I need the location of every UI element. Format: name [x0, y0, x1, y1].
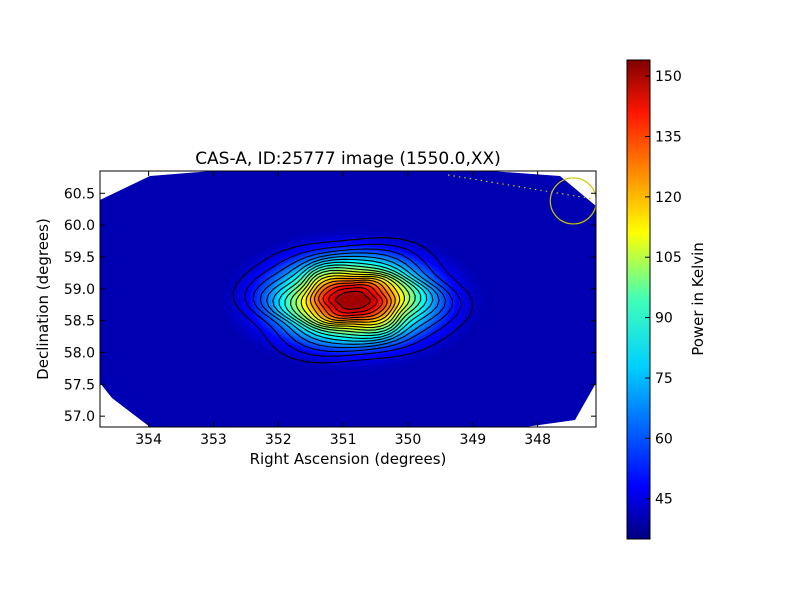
- contour-line: [232, 237, 474, 364]
- colorbar-tick-label: 45: [655, 492, 673, 508]
- y-axis: 57.0 57.5 58.0 58.5 59.0 59.5 60.0 60.5: [64, 186, 596, 425]
- y-tick-label: 58.0: [64, 345, 95, 361]
- x-tick-label: 351: [330, 432, 357, 448]
- overlay-layer: [447, 174, 596, 225]
- colorbar: 45 60 75 90 105 120 135 150 Power in Kelvin: [626, 59, 707, 540]
- colorbar-ticks: 45 60 75 90 105 120 135 150: [645, 69, 682, 508]
- heatmap-layer: [100, 171, 596, 427]
- colorbar-tick-label: 135: [655, 129, 682, 145]
- heatmap-band: [339, 293, 367, 308]
- contour-line: [300, 272, 405, 329]
- contour-line: [314, 279, 392, 321]
- y-tick-label: 59.5: [64, 250, 95, 266]
- y-axis-label: Declination (degrees): [34, 218, 52, 380]
- contour-line: [295, 269, 411, 331]
- colorbar-tick-label: 60: [655, 431, 673, 447]
- colorbar-label: Power in Kelvin: [689, 242, 707, 356]
- beam-circle: [549, 177, 596, 225]
- contour-line: [284, 264, 422, 337]
- contour-line: [322, 284, 384, 317]
- x-tick-label: 354: [135, 432, 162, 448]
- contour-line: [290, 267, 416, 334]
- colorbar-tick-label: 90: [655, 311, 673, 327]
- contour-line: [266, 255, 440, 345]
- x-tick-label: 349: [459, 432, 486, 448]
- chart-title: CAS-A, ID:25777 image (1550.0,XX): [195, 149, 501, 169]
- x-axis-label: Right Ascension (degrees): [250, 450, 447, 468]
- x-tick-label: 353: [200, 432, 227, 448]
- colorbar-gradient: [626, 59, 651, 540]
- x-tick-label: 352: [265, 432, 292, 448]
- contour-layer: [232, 237, 474, 364]
- plot-area: [100, 171, 596, 427]
- x-axis: 354 353 352 351 350 349 348: [135, 171, 551, 448]
- y-tick-label: 59.0: [64, 282, 95, 298]
- colorbar-tick-label: 105: [655, 250, 682, 266]
- contour-line: [328, 287, 378, 314]
- colorbar-tick-label: 75: [655, 371, 673, 387]
- contour-line: [278, 261, 428, 339]
- contour-line: [244, 243, 462, 357]
- contour-line: [259, 252, 447, 349]
- y-tick-label: 57.0: [64, 409, 95, 425]
- contour-line: [335, 290, 371, 310]
- y-tick-label: 60.0: [64, 218, 95, 234]
- contour-line: [309, 277, 396, 323]
- contour-line: [305, 275, 401, 326]
- y-tick-label: 57.5: [64, 377, 95, 393]
- contour-line: [318, 281, 388, 319]
- y-tick-label: 58.5: [64, 314, 95, 330]
- colorbar-tick-label: 150: [655, 69, 682, 85]
- y-tick-label: 60.5: [64, 186, 95, 202]
- contour-line: [272, 258, 434, 342]
- x-tick-label: 348: [524, 432, 551, 448]
- x-tick-label: 350: [395, 432, 422, 448]
- contour-line: [252, 248, 454, 353]
- plot-frame: [99, 170, 597, 428]
- colorbar-tick-label: 120: [655, 190, 682, 206]
